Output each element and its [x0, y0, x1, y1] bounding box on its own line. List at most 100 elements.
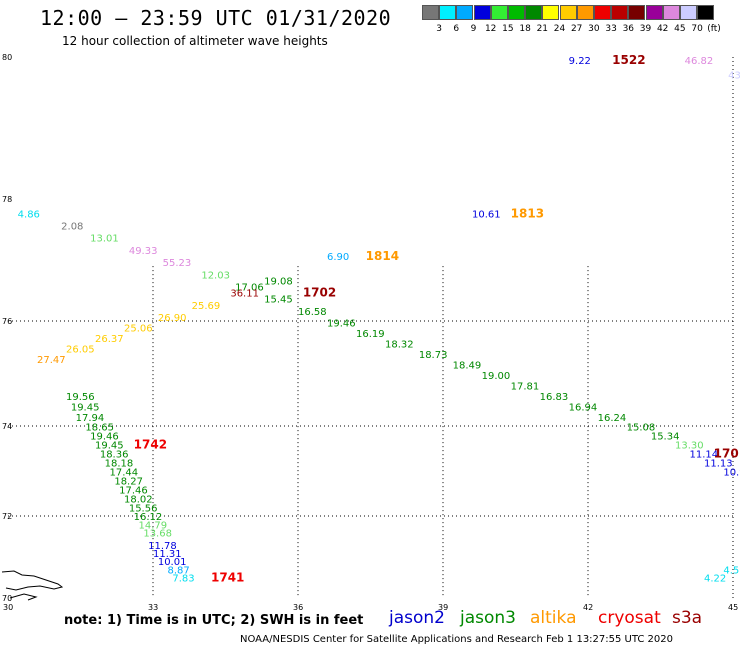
scale-swatch [662, 5, 680, 20]
scale-unit: (ft) [707, 24, 721, 34]
wave-height-value: 8.87 [168, 565, 190, 576]
lat-label: 76 [2, 317, 12, 326]
wave-height-value: 18.02 [124, 495, 153, 506]
map-title: 12:00 – 23:59 UTC 01/31/2020 [40, 6, 392, 30]
scale-label: 33 [605, 24, 617, 34]
mission-jason3: jason3 [460, 608, 516, 628]
pass-time-label: 1522 [612, 53, 645, 67]
scale-label: 70 [691, 24, 703, 34]
scale-label: 42 [656, 24, 669, 34]
mission-s3a: s3a [672, 608, 703, 628]
wave-height-value: 16.19 [356, 329, 385, 340]
scale-swatch [490, 5, 508, 20]
wave-height-value: 17.06 [235, 283, 264, 294]
wave-height-value: 10.96 [723, 468, 740, 479]
wave-height-value: 19.45 [71, 402, 100, 413]
pass-time-label: 1813 [511, 206, 544, 220]
wave-height-value: 19.00 [482, 371, 511, 382]
wave-height-value: 19.56 [66, 392, 95, 403]
wave-height-value: 16.58 [298, 307, 327, 318]
scale-label: 30 [588, 24, 600, 34]
lat-label: 80 [2, 53, 12, 62]
scale-swatch [611, 5, 629, 20]
wave-height-value: 17.81 [511, 381, 540, 392]
wave-height-value: 12.03 [201, 270, 230, 281]
scale-label: 27 [570, 24, 583, 34]
wave-height-value: 55.23 [163, 258, 192, 269]
wave-height-value: 46.82 [685, 56, 714, 67]
scale-swatch [542, 5, 560, 20]
wave-height-value: 18.49 [453, 360, 482, 371]
lat-label: 74 [2, 422, 12, 431]
wave-height-value: 16.24 [598, 413, 627, 424]
wave-height-value: 15.45 [264, 295, 293, 306]
wave-height-value: 16.12 [134, 512, 163, 523]
scale-swatch [680, 5, 697, 20]
scale-label: 24 [553, 24, 566, 34]
scale-label: 6 [453, 24, 460, 34]
scale-swatch [422, 5, 439, 20]
scale-label: 15 [502, 24, 514, 34]
scale-swatch [525, 5, 543, 20]
lon-label: 30 [3, 603, 13, 612]
wave-height-value: 15.08 [627, 423, 656, 434]
pass-time-label: 1741 [211, 571, 244, 585]
map-subtitle: 12 hour collection of altimeter wave hei… [62, 34, 328, 48]
footer-credit: NOAA/NESDIS Center for Satellite Applica… [240, 634, 673, 645]
wave-height-value: 6.90 [327, 252, 349, 263]
wave-height-value: 49.33 [129, 246, 158, 257]
wave-height-value: 11.14 [690, 450, 719, 461]
wave-height-value: 18.65 [85, 423, 114, 434]
scale-label: 39 [639, 24, 652, 34]
wave-height-value: 4.86 [18, 209, 40, 220]
pass-time-label: 1814 [366, 249, 399, 263]
pass-time-label: 1702 [303, 286, 336, 300]
lon-label: 36 [293, 603, 303, 612]
lat-label: 70 [2, 594, 12, 603]
wave-height-value: 17.94 [76, 413, 105, 424]
wave-height-value: 19.45 [95, 441, 124, 452]
wave-height-value: 11.78 [148, 541, 177, 552]
wave-height-value: 18.73 [419, 350, 448, 361]
lat-label: 72 [2, 512, 12, 521]
mission-altika: altika [530, 608, 577, 628]
scale-swatch [439, 5, 457, 20]
lon-label: 39 [438, 603, 448, 612]
scale-swatch [594, 5, 611, 20]
scale-swatch [559, 5, 577, 20]
scale-label: 21 [536, 24, 549, 34]
wave-height-value: 19.08 [264, 276, 293, 287]
wave-height-value: 17.46 [119, 486, 148, 497]
scale-label: 45 [674, 24, 686, 34]
scale-swatch [508, 5, 525, 20]
lat-label: 78 [2, 195, 12, 204]
scale-swatch [473, 5, 491, 20]
wave-height-value: 15.34 [651, 432, 680, 443]
scale-swatch [645, 5, 663, 20]
wave-height-value: 25.06 [124, 324, 153, 335]
footer-note: note: 1) Time is in UTC; 2) SWH is in fe… [64, 613, 364, 628]
wave-height-value: 36.11 [230, 289, 259, 300]
wave-height-value: 18.27 [114, 477, 143, 488]
scale-swatch [576, 5, 594, 20]
scale-label: 36 [622, 24, 635, 34]
wave-height-value: 18.36 [100, 450, 129, 461]
scale-swatch [697, 5, 715, 20]
wave-height-value: 26.90 [158, 313, 187, 324]
mission-jason2: jason2 [389, 608, 445, 628]
wave-height-value: 2.08 [61, 222, 83, 233]
pass-time-label: 1742 [134, 438, 167, 452]
wave-height-value: 13.30 [675, 441, 704, 452]
wave-height-value: 18.32 [385, 339, 414, 350]
wave-height-value: 18.18 [105, 459, 134, 470]
lon-label: 33 [148, 603, 158, 612]
scale-label: 12 [484, 24, 497, 34]
wave-height-value: 13.01 [90, 234, 119, 245]
wave-height-value: 43. [728, 70, 740, 81]
coastline [1, 570, 64, 601]
wave-height-value: 19.46 [90, 432, 119, 443]
wave-height-value: 25.69 [192, 301, 221, 312]
